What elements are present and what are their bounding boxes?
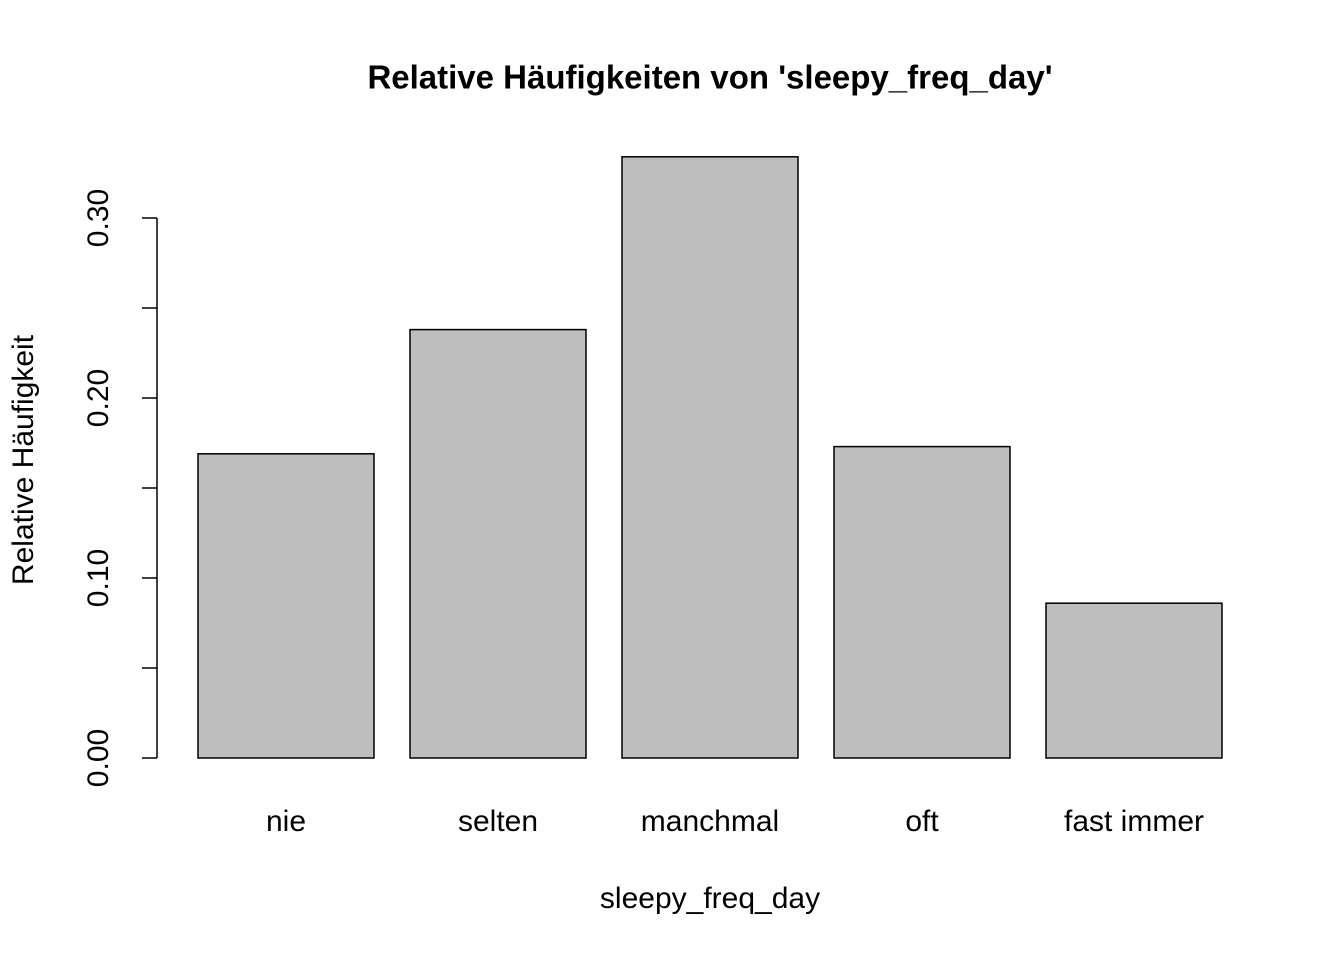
y-tick-label: 0.10	[82, 549, 115, 607]
chart-title: Relative Häufigkeiten von 'sleepy_freq_d…	[367, 59, 1052, 96]
y-tick-label: 0.30	[82, 189, 115, 247]
x-tick-label: nie	[266, 805, 306, 838]
bar	[621, 156, 799, 759]
y-tick-label: 0.20	[82, 369, 115, 427]
x-tick-label: manchmal	[641, 805, 779, 838]
y-axis-label: Relative Häufigkeit	[7, 334, 40, 585]
bar	[833, 445, 1011, 759]
x-tick-label: selten	[458, 805, 538, 838]
bar	[1045, 602, 1223, 759]
x-tick-label: fast immer	[1064, 805, 1204, 838]
x-axis-label: sleepy_freq_day	[600, 882, 820, 915]
bar	[197, 453, 375, 759]
x-tick-label: oft	[905, 805, 939, 838]
y-tick-label: 0.00	[82, 729, 115, 787]
bar	[409, 328, 587, 759]
